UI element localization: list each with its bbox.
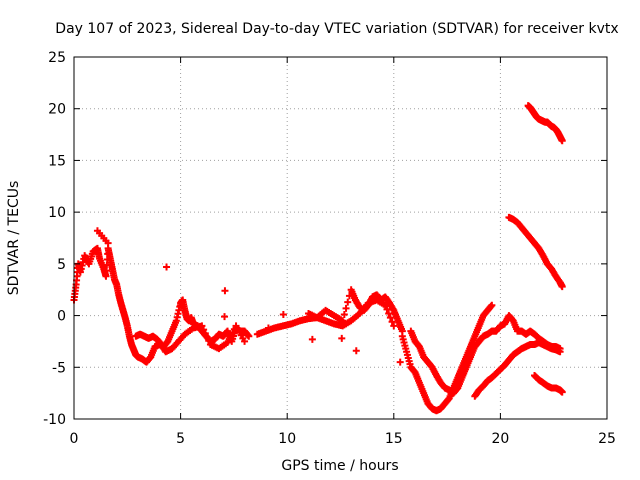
data-points — [70, 102, 566, 415]
y-tick-label: 20 — [48, 102, 66, 118]
data-point — [205, 337, 213, 345]
y-tick-label: 0 — [57, 309, 66, 325]
data-point — [558, 137, 566, 145]
series-trace-late-short — [531, 372, 566, 396]
data-point — [104, 239, 112, 247]
x-axis-label: GPS time / hours — [281, 458, 398, 474]
data-point — [241, 337, 249, 345]
series-trace-late-mid — [505, 213, 566, 291]
data-point — [386, 314, 394, 322]
data-point — [338, 334, 346, 342]
y-tick-label: -5 — [52, 360, 66, 376]
y-axis-ticks: -10 -5 0 5 10 15 20 25 — [43, 50, 607, 428]
series-outliers — [93, 227, 404, 366]
series-trace-night — [398, 301, 496, 415]
data-point — [381, 301, 389, 309]
y-axis-label: SDTVAR / TECUs — [6, 181, 22, 296]
x-tick-label: 20 — [491, 431, 509, 447]
chart-title: Day 107 of 2023, Sidereal Day-to-day VTE… — [55, 21, 618, 37]
data-point — [221, 287, 229, 295]
series-trace-late-high — [524, 102, 566, 145]
x-tick-label: 25 — [598, 431, 616, 447]
x-axis-ticks: 0 5 10 15 20 25 — [70, 57, 616, 447]
data-point — [264, 324, 272, 332]
data-point — [352, 347, 360, 355]
y-tick-label: 10 — [48, 205, 66, 221]
grid — [74, 57, 607, 419]
x-tick-label: 0 — [70, 431, 79, 447]
series-trace-early-lower — [132, 322, 249, 356]
x-tick-label: 15 — [385, 431, 403, 447]
y-tick-label: -10 — [43, 412, 66, 428]
data-point — [340, 311, 348, 319]
data-point — [163, 263, 171, 271]
data-point — [308, 335, 316, 343]
x-tick-label: 5 — [176, 431, 185, 447]
data-point — [396, 358, 404, 366]
y-tick-label: 25 — [48, 50, 66, 66]
data-point — [200, 326, 208, 334]
data-point — [558, 283, 566, 291]
data-point — [344, 298, 352, 306]
data-point — [390, 322, 398, 330]
data-point — [388, 318, 396, 326]
data-point — [279, 311, 287, 319]
data-point — [558, 388, 566, 396]
plot-frame — [73, 56, 608, 420]
series-trace-dawn — [471, 338, 564, 400]
y-tick-label: 5 — [57, 257, 66, 273]
data-point — [488, 301, 496, 309]
data-point — [556, 348, 564, 356]
data-point — [177, 301, 185, 309]
data-point — [221, 313, 229, 321]
data-point — [198, 322, 206, 330]
data-point — [203, 333, 211, 341]
series-trace-mid — [253, 286, 406, 338]
series-trace-mid-lower — [305, 296, 398, 330]
data-point — [245, 332, 253, 340]
x-tick-label: 10 — [278, 431, 296, 447]
data-point — [383, 305, 391, 313]
y-tick-label: 15 — [48, 153, 66, 169]
data-point — [342, 304, 350, 312]
data-point — [201, 329, 209, 337]
data-point — [385, 310, 393, 318]
